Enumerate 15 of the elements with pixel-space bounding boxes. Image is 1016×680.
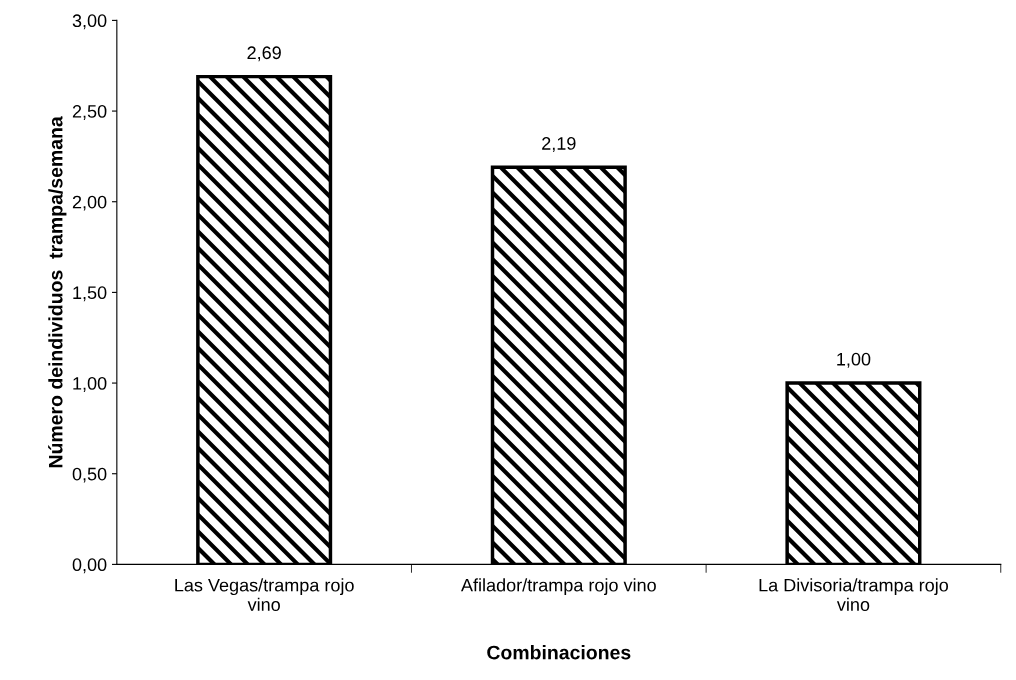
y-tick-label: 2,50	[72, 105, 107, 120]
x-tick-label: Afilador/trampa rojo vino	[461, 578, 656, 596]
y-tick-label: 1,00	[73, 377, 107, 392]
y-tick-label: 3,00	[72, 14, 107, 30]
data-label: 2,69	[247, 46, 281, 62]
data-label: 1,00	[837, 352, 871, 368]
x-tick-label: La Divisoria/trampa rojo vino	[759, 578, 949, 611]
y-tick-label: 0,50	[72, 467, 107, 483]
y-tick-label: 0,00	[72, 558, 107, 574]
y-tick-label: 2,00	[72, 195, 107, 211]
y-tick-label: 1,50	[73, 286, 107, 302]
x-tick-label: Las Vegas/trampa rojo vino	[175, 578, 354, 611]
x-axis-title: Combinaciones	[487, 645, 631, 660]
y-axis-title: Número deindividuos trampa/semana	[48, 116, 67, 468]
data-label: 2,19	[542, 137, 576, 152]
